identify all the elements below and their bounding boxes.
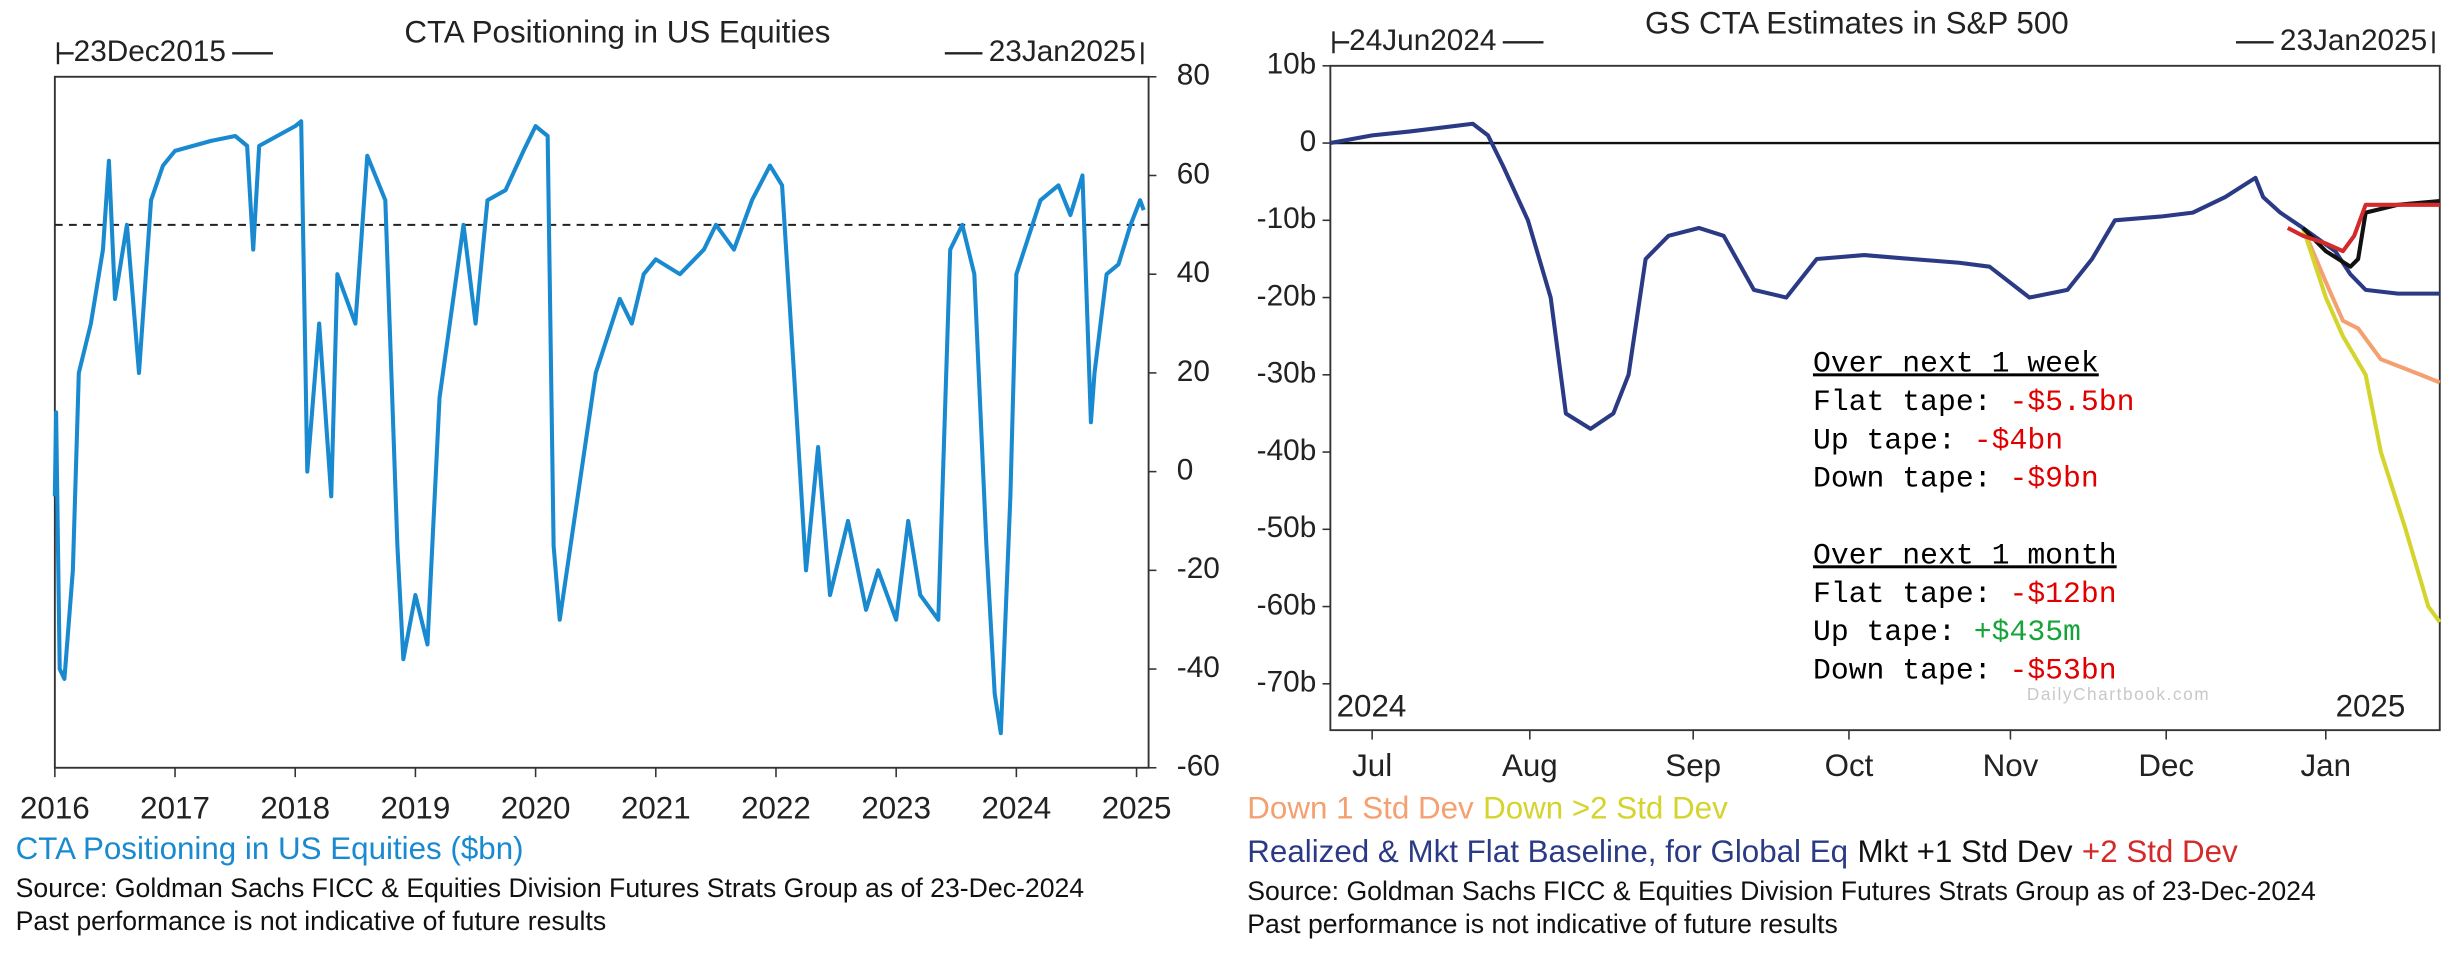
x-axis-title: CTA Positioning in US Equities ($bn) bbox=[16, 831, 524, 866]
legend-entry: Down >2 Std Dev bbox=[1483, 790, 1728, 825]
x-tick-label: Sep bbox=[1665, 748, 1721, 783]
series-line bbox=[52, 119, 1146, 736]
note: Past performance is not indicative of fu… bbox=[1247, 909, 1838, 939]
x-tick-label: Aug bbox=[1502, 748, 1558, 783]
row-value: -$12bn bbox=[2009, 577, 2116, 611]
row-label: Up tape: bbox=[1813, 615, 1956, 649]
chart-title: GS CTA Estimates in S&P 500 bbox=[1645, 5, 2069, 40]
row-label: Flat tape: bbox=[1813, 385, 1992, 419]
y-tick-label: -40 bbox=[1177, 651, 1220, 684]
row-value: -$9bn bbox=[2009, 462, 2098, 496]
box-heading: Over next 1 month bbox=[1813, 538, 2117, 572]
start-label: 24Jun2024 bbox=[1349, 24, 1496, 57]
legend-entry: Realized & Mkt Flat Baseline, for Global… bbox=[1247, 834, 1848, 869]
x-tick-label: 2022 bbox=[741, 790, 811, 825]
y-tick-label: -40b bbox=[1257, 434, 1317, 467]
note: Past performance is not indicative of fu… bbox=[16, 906, 607, 936]
y-tick-label: 0 bbox=[1177, 453, 1194, 486]
y-tick-label: 0 bbox=[1300, 125, 1317, 158]
x-tick-label: Jul bbox=[1352, 748, 1392, 783]
row-value: -$53bn bbox=[2009, 653, 2116, 687]
y-tick-label: -10b bbox=[1257, 202, 1317, 235]
box-row: Up tape: -$4bn bbox=[1813, 423, 2063, 457]
series-line bbox=[2301, 227, 2442, 624]
x-tick-label: Jan bbox=[2301, 748, 2352, 783]
row-label: Down tape: bbox=[1813, 462, 1992, 496]
end-label: 23Jan2025 bbox=[989, 35, 1136, 68]
box-row: Down tape: -$53bn bbox=[1813, 653, 2117, 687]
y-tick-label: -20b bbox=[1257, 279, 1317, 312]
box-row: Down tape: -$9bn bbox=[1813, 462, 2099, 496]
x-tick-label: 2023 bbox=[861, 790, 931, 825]
y-tick-label: -20 bbox=[1177, 552, 1220, 585]
plot-frame bbox=[53, 75, 1150, 769]
end-label: 23Jan2025 bbox=[2280, 24, 2427, 57]
x-tick-label: 2024 bbox=[982, 790, 1052, 825]
y-tick-label: 80 bbox=[1177, 59, 1210, 92]
legend-entry: +2 Std Dev bbox=[2082, 834, 2238, 869]
start-label: 23Dec2015 bbox=[74, 35, 226, 68]
x-tick-label: Dec bbox=[2138, 748, 2194, 783]
period-label: 2025 bbox=[2336, 689, 2406, 724]
x-tick-label: 2025 bbox=[1102, 790, 1172, 825]
box-row: Flat tape: -$12bn bbox=[1813, 577, 2117, 611]
x-tick-label: 2019 bbox=[381, 790, 451, 825]
y-tick-label: -60 bbox=[1177, 750, 1220, 783]
series-line bbox=[2301, 227, 2441, 385]
y-tick-label: -30b bbox=[1257, 357, 1317, 390]
y-tick-label: -60b bbox=[1257, 588, 1317, 621]
period-label: 2024 bbox=[1337, 689, 1407, 724]
x-tick-label: Oct bbox=[1825, 748, 1874, 783]
source: Source: Goldman Sachs FICC & Equities Di… bbox=[16, 873, 1085, 903]
source: Source: Goldman Sachs FICC & Equities Di… bbox=[1247, 876, 2316, 906]
x-tick-label: 2020 bbox=[501, 790, 571, 825]
row-value: -$5.5bn bbox=[2009, 385, 2134, 419]
y-tick-label: -70b bbox=[1257, 666, 1317, 699]
x-tick-label: 2018 bbox=[260, 790, 330, 825]
legend-entry: Mkt +1 Std Dev bbox=[1857, 834, 2072, 869]
row-value: -$4bn bbox=[1974, 423, 2063, 457]
y-tick-label: 10b bbox=[1267, 48, 1317, 81]
chart-title: CTA Positioning in US Equities bbox=[404, 15, 830, 50]
watermark: DailyChartbook.com bbox=[2027, 684, 2210, 704]
row-label: Flat tape: bbox=[1813, 577, 1992, 611]
series-line bbox=[2286, 202, 2440, 254]
row-label: Up tape: bbox=[1813, 423, 1956, 457]
y-tick-label: 60 bbox=[1177, 157, 1210, 190]
box-row: Flat tape: -$5.5bn bbox=[1813, 385, 2135, 419]
y-tick-label: 20 bbox=[1177, 355, 1210, 388]
row-label: Down tape: bbox=[1813, 653, 1992, 687]
y-tick-label: 40 bbox=[1177, 256, 1210, 289]
row-value: +$435m bbox=[1974, 615, 2081, 649]
y-tick-label: -50b bbox=[1257, 511, 1317, 544]
x-tick-label: Nov bbox=[1983, 748, 2039, 783]
legend-entry: Down 1 Std Dev bbox=[1247, 790, 1474, 825]
x-tick-label: 2016 bbox=[20, 790, 90, 825]
plot-frame bbox=[1329, 64, 2441, 732]
x-tick-label: 2017 bbox=[140, 790, 210, 825]
series-line bbox=[2301, 198, 2440, 269]
box-heading: Over next 1 week bbox=[1813, 346, 2099, 380]
box-row: Up tape: +$435m bbox=[1813, 615, 2081, 649]
x-tick-label: 2021 bbox=[621, 790, 691, 825]
series-line bbox=[1329, 121, 2440, 431]
